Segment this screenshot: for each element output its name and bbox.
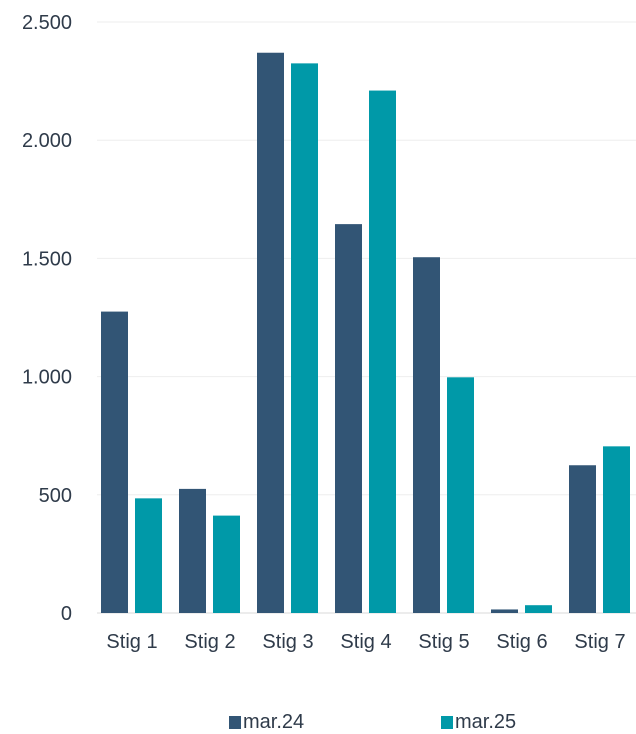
x-tick-label: Stig 4 bbox=[340, 631, 391, 653]
bar-mar24 bbox=[257, 52, 284, 614]
bar-mar25 bbox=[525, 605, 552, 613]
legend: mar.24 mar.25 bbox=[229, 711, 516, 733]
bar-mar25 bbox=[291, 63, 318, 614]
bars bbox=[101, 52, 630, 614]
bar-mar24 bbox=[413, 257, 440, 613]
legend-label-mar24: mar.24 bbox=[243, 711, 304, 733]
x-tick-label: Stig 5 bbox=[418, 631, 469, 653]
bar-mar25 bbox=[447, 377, 474, 613]
legend-swatch-mar24 bbox=[229, 716, 241, 729]
bar-mar25 bbox=[135, 498, 162, 613]
bar-mar24 bbox=[569, 465, 596, 613]
y-tick-label: 1.000 bbox=[22, 367, 72, 389]
bar-mar25 bbox=[213, 515, 240, 613]
bar-mar25 bbox=[369, 90, 396, 613]
bar-mar24 bbox=[179, 488, 206, 613]
y-tick-label: 2.500 bbox=[22, 12, 72, 34]
grid bbox=[97, 21, 636, 614]
y-axis: 0 500 1.000 1.500 2.000 2.500 bbox=[22, 12, 72, 625]
x-tick-label: Stig 6 bbox=[496, 631, 547, 653]
x-tick-label: Stig 3 bbox=[262, 631, 313, 653]
x-tick-label: Stig 1 bbox=[106, 631, 157, 653]
x-tick-label: Stig 2 bbox=[184, 631, 235, 653]
y-tick-label: 2.000 bbox=[22, 130, 72, 152]
x-tick-label: Stig 7 bbox=[574, 631, 625, 653]
legend-swatch-mar25 bbox=[441, 716, 453, 729]
bar-mar24 bbox=[335, 224, 362, 613]
legend-label-mar25: mar.25 bbox=[455, 711, 516, 733]
bar-mar24 bbox=[491, 609, 518, 613]
x-axis: Stig 1 Stig 2 Stig 3 Stig 4 Stig 5 Stig 6 Stig… bbox=[106, 631, 625, 653]
bar-mar24 bbox=[101, 311, 128, 613]
bar-mar25 bbox=[603, 446, 630, 613]
y-tick-label: 1.500 bbox=[22, 248, 72, 270]
y-tick-label: 500 bbox=[39, 485, 72, 507]
y-tick-label: 0 bbox=[61, 603, 72, 625]
